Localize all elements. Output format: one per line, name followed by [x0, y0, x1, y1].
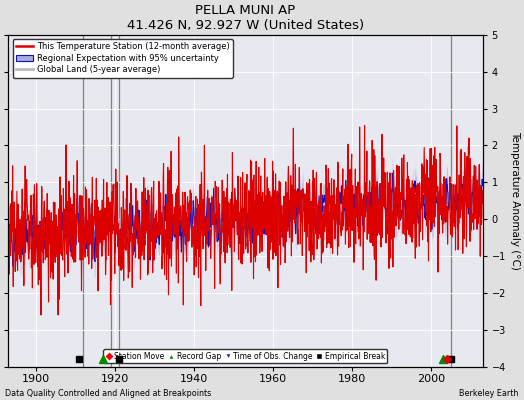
- Legend: Station Move, Record Gap, Time of Obs. Change, Empirical Break: Station Move, Record Gap, Time of Obs. C…: [103, 350, 387, 363]
- Text: Berkeley Earth: Berkeley Earth: [460, 389, 519, 398]
- Title: PELLA MUNI AP
41.426 N, 92.927 W (United States): PELLA MUNI AP 41.426 N, 92.927 W (United…: [127, 4, 364, 32]
- Text: Data Quality Controlled and Aligned at Breakpoints: Data Quality Controlled and Aligned at B…: [5, 389, 212, 398]
- Y-axis label: Temperature Anomaly (°C): Temperature Anomaly (°C): [510, 131, 520, 270]
